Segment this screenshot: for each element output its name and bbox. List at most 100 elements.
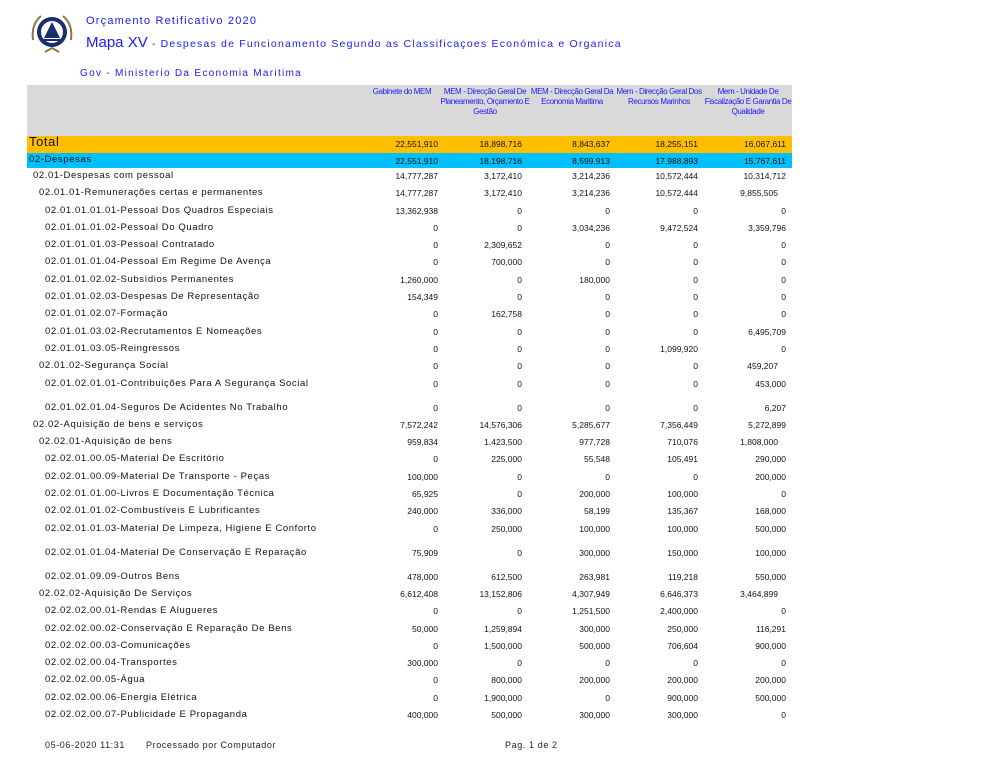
row-value: 1,423,500 bbox=[484, 437, 522, 448]
row-value: 1,259,894 bbox=[484, 623, 522, 634]
row-label: 02.01.02.01.01-Contribuições Para A Segu… bbox=[45, 377, 309, 389]
table-row: 02.01.02.01.01-Contribuições Para A Segu… bbox=[27, 376, 792, 400]
row-label: 02.01.02-Segurança Social bbox=[39, 360, 169, 372]
row-value: 3,034,236 bbox=[572, 222, 610, 233]
row-label: 02.02-Aquisição de bens e serviços bbox=[33, 418, 204, 430]
row-value: 0 bbox=[605, 378, 610, 389]
row-value: 65,925 bbox=[412, 489, 438, 500]
row-value: 15,767,611 bbox=[744, 156, 786, 166]
row-label: 02.02.01.01.02-Combustíveis E Lubrifican… bbox=[45, 505, 261, 517]
row-value: 150,000 bbox=[667, 547, 698, 558]
row-value: 105,491 bbox=[667, 454, 698, 465]
row-label: 02.01.01.02.07-Formação bbox=[45, 308, 169, 320]
row-value: 550,000 bbox=[755, 571, 786, 582]
row-label: 02.02.01-Aquisição de bens bbox=[39, 436, 173, 448]
row-value: 0 bbox=[781, 606, 786, 617]
row-label: 02.02.02-Aquisição De Serviços bbox=[39, 587, 193, 599]
table-row: 02.02.01.01.02-Combustíveis E Lubrifican… bbox=[27, 503, 792, 520]
row-value: 0 bbox=[517, 326, 522, 337]
row-value: 0 bbox=[693, 274, 698, 285]
row-value: 9,472,524 bbox=[660, 222, 698, 233]
row-value: 0 bbox=[781, 205, 786, 216]
row-value: 22,551,910 bbox=[395, 156, 438, 166]
table-row: 02.01.01-Remunerações certas e permanent… bbox=[27, 185, 792, 202]
row-value: 2,309,652 bbox=[484, 240, 522, 251]
row-value: 300,000 bbox=[579, 547, 610, 558]
row-value: 1,900,000 bbox=[484, 692, 522, 703]
row-value: 8,599,913 bbox=[572, 156, 610, 166]
row-value: 336,000 bbox=[491, 506, 522, 517]
row-value: 100,000 bbox=[667, 523, 698, 534]
row-value: 1,251,500 bbox=[572, 606, 610, 617]
row-value: 0 bbox=[781, 240, 786, 251]
budget-table: Total 22,551,910 18,898,716 8,843,637 18,255… bbox=[27, 135, 792, 724]
row-value: 500,000 bbox=[491, 710, 522, 721]
row-label: 02.02.01.09.09-Outros Bens bbox=[45, 570, 180, 582]
row-value: 0 bbox=[517, 489, 522, 500]
row-value: 13,152,806 bbox=[479, 588, 522, 599]
row-value: 0 bbox=[517, 658, 522, 669]
row-label: 02.01.02.01.04-Seguros De Acidentes No T… bbox=[45, 401, 289, 413]
table-row: 02.02.01.01.00-Livros E Documentação Téc… bbox=[27, 486, 792, 503]
row-value: 3,172,410 bbox=[484, 171, 522, 181]
row-value: 8,843,637 bbox=[572, 139, 610, 149]
row-value: 2,400,000 bbox=[660, 606, 698, 617]
table-row: 02.01.02-Segurança Social 0 0 0 0 459,207 bbox=[27, 358, 792, 375]
page-number: Pag. 1 de 2 bbox=[505, 740, 558, 750]
table-row: 02.01.01.03.02-Recrutamentos E Nomeações… bbox=[27, 324, 792, 341]
row-label: 02.02.02.00.07-Publicidade E Propaganda bbox=[45, 709, 248, 721]
row-value: 250,000 bbox=[491, 523, 522, 534]
row-value: 17,988,893 bbox=[655, 156, 698, 166]
row-value: 0 bbox=[693, 240, 698, 251]
row-value: 1,260,000 bbox=[400, 274, 438, 285]
row-value: 18,898,716 bbox=[479, 139, 522, 149]
row-value: 168,000 bbox=[755, 506, 786, 517]
row-value: 0 bbox=[605, 343, 610, 354]
row-value: 0 bbox=[517, 274, 522, 285]
row-value: 0 bbox=[605, 292, 610, 303]
table-row: 02.01.01.02.02-Subsídios Permanentes 1,26… bbox=[27, 272, 792, 289]
row-value: 0 bbox=[605, 309, 610, 320]
row-value: 116,291 bbox=[755, 623, 786, 634]
row-value: 14,576,306 bbox=[479, 419, 522, 430]
row-label: 02.01-Despesas com pessoal bbox=[33, 170, 174, 181]
row-value: 0 bbox=[781, 343, 786, 354]
row-value: 0 bbox=[781, 658, 786, 669]
row-value: 300,000 bbox=[407, 658, 438, 669]
row-value: 0 bbox=[517, 378, 522, 389]
row-label: 02.01.01.03.02-Recrutamentos E Nomeações bbox=[45, 325, 263, 337]
row-value: 135,367 bbox=[667, 506, 698, 517]
row-label: 02.02.01.00.09-Material De Transporte - … bbox=[45, 470, 271, 482]
row-value: 0 bbox=[605, 471, 610, 482]
row-value: 0 bbox=[433, 378, 438, 389]
row-value: 0 bbox=[693, 326, 698, 337]
table-row: 02.02.02.00.05-Água 0 800,000 200,000 200,00… bbox=[27, 672, 792, 689]
row-value: 18,255,151 bbox=[655, 139, 698, 149]
row-label: 02.02.01.01.04-Material De Conservação E… bbox=[45, 546, 307, 558]
row-value: 180,000 bbox=[579, 274, 610, 285]
row-value: 0 bbox=[605, 205, 610, 216]
table-row: 02.01.01.01.01-Pessoal Dos Quadros Espec… bbox=[27, 203, 792, 220]
row-value: 0 bbox=[517, 361, 522, 372]
national-emblem-logo bbox=[27, 10, 77, 56]
row-value: 0 bbox=[781, 257, 786, 268]
table-header: Gabinete do MEM MEM - Direcção Geral De … bbox=[27, 85, 792, 136]
table-row: 02.01.02.01.04-Seguros De Acidentes No T… bbox=[27, 400, 792, 417]
row-value: 0 bbox=[781, 489, 786, 500]
column-header: MEM - Direcção Geral De Planeamento, Orç… bbox=[440, 87, 530, 116]
row-value: 0 bbox=[433, 222, 438, 233]
row-value: 200,000 bbox=[755, 471, 786, 482]
row-value: 100,000 bbox=[407, 471, 438, 482]
table-row: 02.02.02-Aquisição De Serviços 6,612,408 1… bbox=[27, 586, 792, 603]
row-label: 02.01.01.01.02-Pessoal Do Quadro bbox=[45, 221, 214, 233]
table-row: 02.02.01.00.09-Material De Transporte - … bbox=[27, 469, 792, 486]
row-value: 3,214,236 bbox=[572, 188, 610, 199]
row-value: 75,909 bbox=[412, 547, 438, 558]
row-value: 612,500 bbox=[491, 571, 522, 582]
row-value: 710,076 bbox=[667, 437, 698, 448]
row-value: 18,198,716 bbox=[479, 156, 522, 166]
table-row: 02.02.01-Aquisição de bens 959,834 1,423,5… bbox=[27, 434, 792, 451]
table-row: 02.02-Aquisição de bens e serviços 7,572,… bbox=[27, 417, 792, 434]
row-label: 02.02.02.00.03-Comunicações bbox=[45, 639, 191, 651]
row-label: 02.01.01.02.03-Despesas De Representação bbox=[45, 291, 260, 303]
